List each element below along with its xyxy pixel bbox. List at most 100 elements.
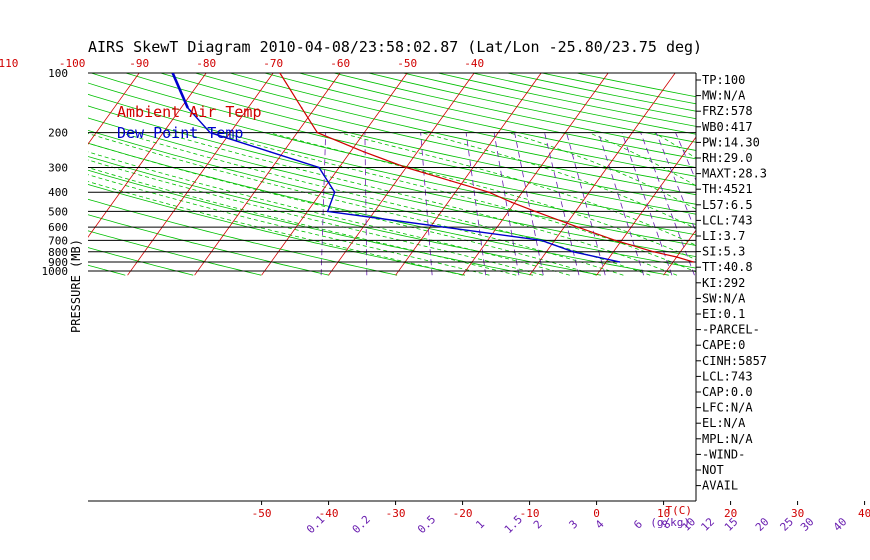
bottom-temp-tick-label: -40 bbox=[319, 507, 339, 520]
panel-entry: FRZ:578 bbox=[702, 104, 753, 118]
profile-point-ambient-air-temp bbox=[652, 251, 655, 253]
pressure-tick-label: 1000 bbox=[42, 265, 69, 278]
panel-entry: MW:N/A bbox=[702, 89, 746, 103]
profile-point-ambient-air-temp bbox=[692, 261, 694, 263]
bottom-temp-tick-label: -30 bbox=[386, 507, 406, 520]
dry-adiabat-line bbox=[264, 73, 696, 168]
pressure-tick-label: 600 bbox=[48, 221, 68, 234]
pressure-tick-label: 400 bbox=[48, 186, 68, 199]
top-temp-tick-label: -90 bbox=[129, 57, 149, 70]
dewpoint-upper-segment bbox=[171, 73, 189, 109]
moist-adiabat-line bbox=[210, 132, 696, 273]
profile-point-dew-point-temp bbox=[442, 226, 445, 228]
moist-adiabat-line bbox=[120, 132, 651, 276]
dry-adiabat-line bbox=[88, 169, 534, 276]
panel-entry: WB0:417 bbox=[702, 120, 753, 134]
isotherm-line bbox=[328, 73, 475, 276]
dry-adiabat-line bbox=[88, 156, 601, 276]
chart-title: AIRS SkewT Diagram 2010-04-08/23:58:02.8… bbox=[88, 38, 702, 56]
panel-entry: AVAIL bbox=[702, 479, 738, 493]
profile-line-ambient-air-temp bbox=[279, 73, 694, 263]
sounding-profiles bbox=[171, 73, 694, 263]
bottom-temp-tick-label: 0 bbox=[593, 507, 600, 520]
profile-point-ambient-air-temp bbox=[576, 226, 579, 228]
moist-adiabat-line bbox=[161, 132, 678, 276]
panel-entry: TT:40.8 bbox=[702, 260, 753, 274]
panel-entry: CINH:5857 bbox=[702, 354, 767, 368]
dry-adiabat-line bbox=[125, 73, 696, 205]
bottom-temp-tick-label: 40 bbox=[858, 507, 870, 520]
dry-adiabat-line bbox=[160, 73, 696, 196]
panel-entry: EL:N/A bbox=[702, 416, 746, 430]
profile-point-ambient-air-temp bbox=[279, 73, 281, 74]
panel-entry: RH:29.0 bbox=[702, 151, 753, 165]
profile-point-ambient-air-temp bbox=[449, 179, 452, 182]
y-axis-label: PRESSURE (MB) bbox=[69, 239, 83, 333]
top-temp-tick-label: -70 bbox=[263, 57, 283, 70]
moist-adiabat-line bbox=[588, 132, 696, 187]
moist-adiabat-line bbox=[88, 174, 490, 276]
moist-adiabat-line bbox=[88, 167, 517, 276]
profile-point-ambient-air-temp bbox=[488, 191, 490, 193]
bottom-temp-tick-label: 30 bbox=[791, 507, 804, 520]
dry-adiabat-line bbox=[88, 184, 466, 276]
panel-entry: MAXT:28.3 bbox=[702, 167, 767, 181]
bottom-temp-tick-label: -50 bbox=[252, 507, 272, 520]
moist-adiabat-line bbox=[88, 133, 624, 276]
thermodynamic-grid bbox=[88, 73, 696, 276]
bottom-temp-tick-label: -20 bbox=[453, 507, 473, 520]
panel-entry: NOT bbox=[702, 463, 724, 477]
panel-entry: SI:5.3 bbox=[702, 245, 745, 259]
profile-point-ambient-air-temp bbox=[363, 151, 365, 153]
dry-adiabat-line bbox=[229, 73, 696, 177]
profile-point-ambient-air-temp bbox=[614, 239, 616, 242]
panel-entry: EI:0.1 bbox=[702, 307, 745, 321]
panel-entry: -WIND- bbox=[702, 447, 745, 461]
panel-entry: CAPE:0 bbox=[702, 338, 745, 352]
top-temp-tick-label: -40 bbox=[464, 57, 484, 70]
profile-point-ambient-air-temp bbox=[675, 256, 678, 258]
top-temp-tick-label: -80 bbox=[196, 57, 216, 70]
isobar-lines bbox=[88, 72, 697, 502]
pressure-tick-label: 700 bbox=[48, 234, 68, 247]
dry-adiabat-line bbox=[88, 230, 262, 276]
moist-adiabat-line bbox=[88, 151, 570, 276]
isotherm-line bbox=[88, 73, 207, 238]
panel-entry: MPL:N/A bbox=[702, 432, 753, 446]
profile-point-dew-point-temp bbox=[326, 210, 329, 213]
profile-point-ambient-air-temp bbox=[316, 131, 319, 134]
profile-point-dew-point-temp bbox=[618, 261, 621, 263]
bottom-temp-tick-label: -10 bbox=[520, 507, 540, 520]
isotherm-line bbox=[127, 73, 274, 276]
panel-entry: LI:3.7 bbox=[702, 229, 745, 243]
profile-point-dew-point-temp bbox=[540, 239, 543, 242]
panel-entry: LFC:N/A bbox=[702, 401, 753, 415]
top-temp-tick-label: -60 bbox=[330, 57, 350, 70]
bottom-temp-tick-label: 10 bbox=[657, 507, 670, 520]
panel-entry: L57:6.5 bbox=[702, 198, 753, 212]
mixing-ratio-unit-label: (g/kg) bbox=[650, 516, 690, 529]
pressure-tick-label: 100 bbox=[48, 67, 68, 80]
dry-adiabat-line bbox=[299, 73, 696, 160]
panel-entry: KI:292 bbox=[702, 276, 745, 290]
dry-adiabat-line bbox=[91, 73, 696, 215]
profile-point-ambient-air-temp bbox=[300, 107, 303, 109]
panel-entry: LCL:743 bbox=[702, 369, 753, 383]
pressure-tick-label: 300 bbox=[48, 161, 68, 174]
bottom-temp-tick-label: 20 bbox=[724, 507, 737, 520]
dry-adiabat-line bbox=[88, 214, 330, 276]
panel-entry: LCL:743 bbox=[702, 213, 753, 227]
top-temp-tick-label: -110 bbox=[0, 57, 18, 70]
isotherm-line bbox=[88, 73, 140, 145]
dry-adiabat-line bbox=[88, 198, 398, 276]
dry-adiabat-line bbox=[195, 73, 696, 186]
temp-unit-label: T(C) bbox=[666, 504, 693, 517]
panel-entry: SW:N/A bbox=[702, 291, 746, 305]
dry-adiabat-line bbox=[88, 129, 696, 269]
profile-point-dew-point-temp bbox=[318, 166, 320, 169]
panel-entry: -PARCEL- bbox=[702, 323, 760, 337]
panel-entry: PW:14.30 bbox=[702, 135, 760, 149]
moist-adiabat-line bbox=[338, 132, 696, 246]
